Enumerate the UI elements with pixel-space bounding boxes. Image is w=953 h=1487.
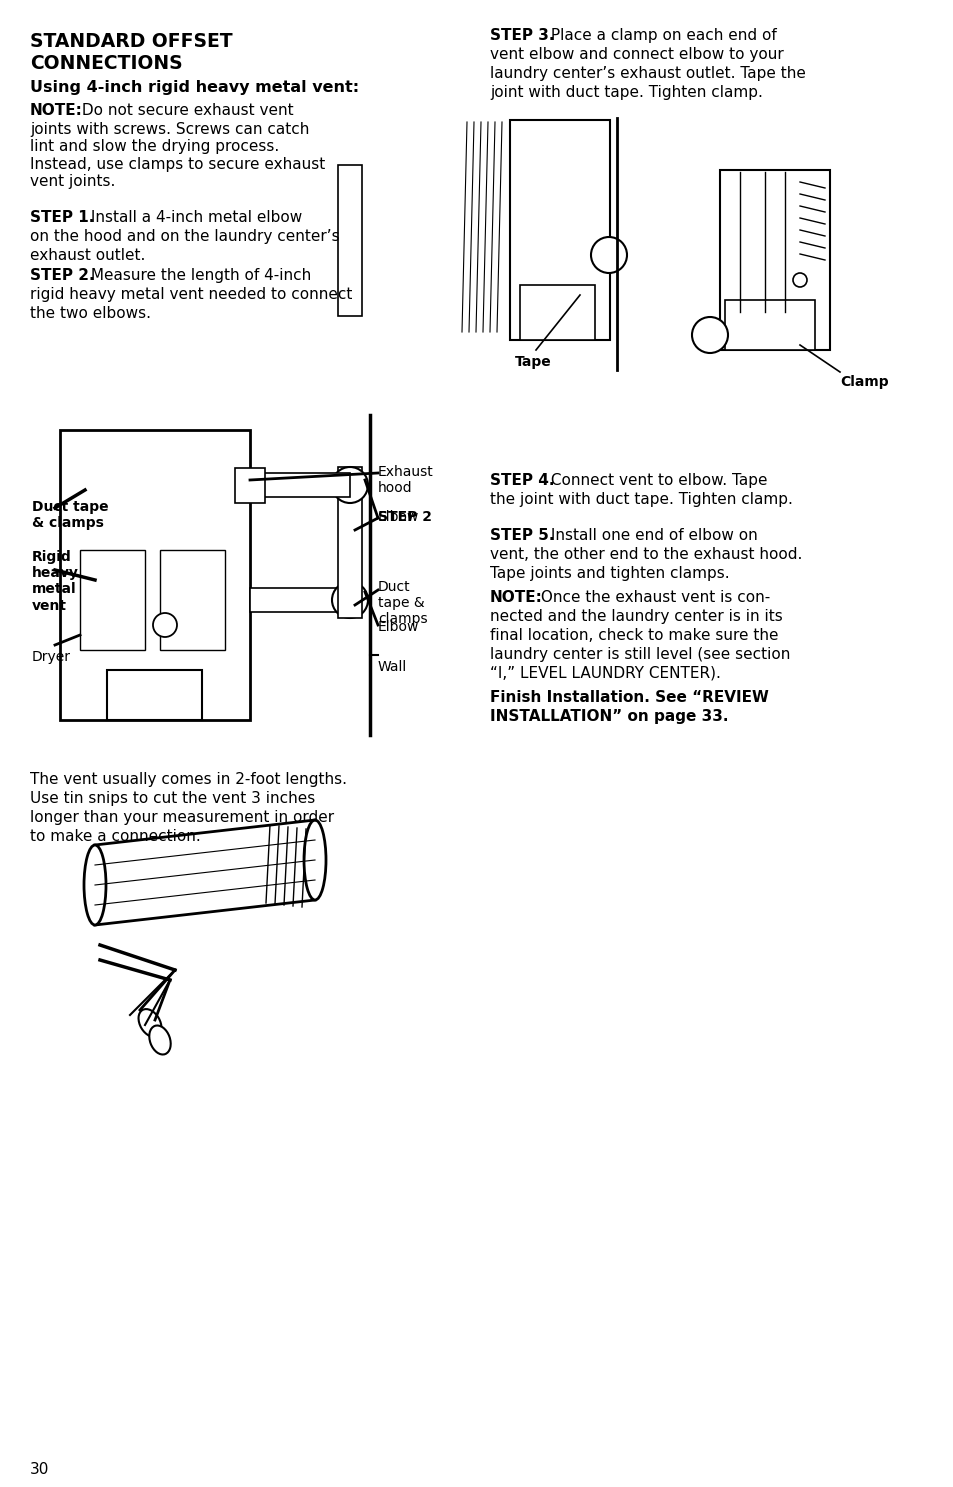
Text: STANDARD OFFSET: STANDARD OFFSET xyxy=(30,33,233,51)
Text: STEP 2: STEP 2 xyxy=(377,510,432,523)
Text: Duct tape
& clamps: Duct tape & clamps xyxy=(32,500,109,531)
Text: the joint with duct tape. Tighten clamp.: the joint with duct tape. Tighten clamp. xyxy=(490,492,792,507)
Text: nected and the laundry center is in its: nected and the laundry center is in its xyxy=(490,610,781,625)
Circle shape xyxy=(792,274,806,287)
Bar xyxy=(724,300,814,349)
Text: “I,” LEVEL LAUNDRY CENTER).: “I,” LEVEL LAUNDRY CENTER). xyxy=(490,666,720,681)
Bar xyxy=(160,550,225,650)
Bar xyxy=(609,245,612,265)
Ellipse shape xyxy=(138,1010,161,1036)
Text: The vent usually comes in 2-foot lengths.: The vent usually comes in 2-foot lengths… xyxy=(30,772,347,787)
Ellipse shape xyxy=(84,845,106,925)
Text: CONNECTIONS: CONNECTIONS xyxy=(30,54,182,73)
Text: Duct
tape &
clamps: Duct tape & clamps xyxy=(377,580,427,626)
Text: STEP 2.: STEP 2. xyxy=(30,268,94,283)
Text: to make a connection.: to make a connection. xyxy=(30,828,200,845)
Bar xyxy=(700,320,720,345)
Text: STEP 4.: STEP 4. xyxy=(490,473,554,488)
Text: NOTE:: NOTE: xyxy=(30,103,83,117)
Text: STEP 3.: STEP 3. xyxy=(490,28,554,43)
Text: Tape joints and tighten clamps.: Tape joints and tighten clamps. xyxy=(490,567,729,581)
Text: Using 4-inch rigid heavy metal vent:: Using 4-inch rigid heavy metal vent: xyxy=(30,80,358,95)
Circle shape xyxy=(152,613,177,636)
Text: on the hood and on the laundry center’s: on the hood and on the laundry center’s xyxy=(30,229,339,244)
Text: Elbow: Elbow xyxy=(377,510,419,523)
Text: Once the exhaust vent is con-: Once the exhaust vent is con- xyxy=(536,590,769,605)
Bar xyxy=(80,550,145,650)
Text: 30: 30 xyxy=(30,1462,50,1477)
Bar xyxy=(60,430,250,720)
Text: Tape: Tape xyxy=(515,355,551,369)
Text: NOTE:: NOTE: xyxy=(490,590,542,605)
Text: Dryer: Dryer xyxy=(32,650,71,665)
Text: laundry center is still level (see section: laundry center is still level (see secti… xyxy=(490,647,789,662)
Bar xyxy=(720,170,829,349)
Circle shape xyxy=(590,236,626,274)
Text: Connect vent to elbow. Tape: Connect vent to elbow. Tape xyxy=(545,473,767,488)
Text: Use tin snips to cut the vent 3 inches: Use tin snips to cut the vent 3 inches xyxy=(30,791,314,806)
Circle shape xyxy=(332,467,368,503)
Text: exhaust outlet.: exhaust outlet. xyxy=(30,248,145,263)
Text: Exhaust
hood: Exhaust hood xyxy=(377,465,434,495)
Bar xyxy=(519,286,595,341)
Text: Wall: Wall xyxy=(377,660,407,674)
Text: Place a clamp on each end of: Place a clamp on each end of xyxy=(545,28,776,43)
Text: STEP 1.: STEP 1. xyxy=(30,210,94,225)
Text: longer than your measurement in order: longer than your measurement in order xyxy=(30,810,334,825)
Text: STEP 5.: STEP 5. xyxy=(490,528,554,543)
Text: laundry center’s exhaust outlet. Tape the: laundry center’s exhaust outlet. Tape th… xyxy=(490,65,805,80)
Bar xyxy=(337,467,361,619)
Text: Do not secure exhaust vent: Do not secure exhaust vent xyxy=(77,103,294,117)
Bar xyxy=(234,468,265,503)
Text: rigid heavy metal vent needed to connect: rigid heavy metal vent needed to connect xyxy=(30,287,352,302)
Circle shape xyxy=(691,317,727,352)
Text: Clamp: Clamp xyxy=(840,375,887,390)
Text: joint with duct tape. Tighten clamp.: joint with duct tape. Tighten clamp. xyxy=(490,85,762,100)
Bar xyxy=(337,165,361,317)
Ellipse shape xyxy=(304,819,326,900)
Ellipse shape xyxy=(149,1026,171,1054)
Circle shape xyxy=(332,581,368,619)
Text: Install a 4-inch metal elbow: Install a 4-inch metal elbow xyxy=(86,210,302,225)
Text: final location, check to make sure the: final location, check to make sure the xyxy=(490,628,778,642)
Text: vent elbow and connect elbow to your: vent elbow and connect elbow to your xyxy=(490,48,783,62)
Bar xyxy=(250,473,350,497)
Text: the two elbows.: the two elbows. xyxy=(30,306,151,321)
Polygon shape xyxy=(95,819,314,925)
Text: Install one end of elbow on: Install one end of elbow on xyxy=(545,528,757,543)
Text: Finish Installation. See “REVIEW: Finish Installation. See “REVIEW xyxy=(490,690,768,705)
Text: INSTALLATION” on page 33.: INSTALLATION” on page 33. xyxy=(490,709,728,724)
Bar xyxy=(250,587,350,613)
Text: joints with screws. Screws can catch
lint and slow the drying process.
Instead, : joints with screws. Screws can catch lin… xyxy=(30,122,325,189)
Text: vent, the other end to the exhaust hood.: vent, the other end to the exhaust hood. xyxy=(490,547,801,562)
Bar xyxy=(510,120,609,341)
Text: Measure the length of 4-inch: Measure the length of 4-inch xyxy=(86,268,311,283)
Text: Rigid
heavy
metal
vent: Rigid heavy metal vent xyxy=(32,550,79,613)
Text: Elbow: Elbow xyxy=(377,620,419,633)
Bar xyxy=(107,671,202,720)
